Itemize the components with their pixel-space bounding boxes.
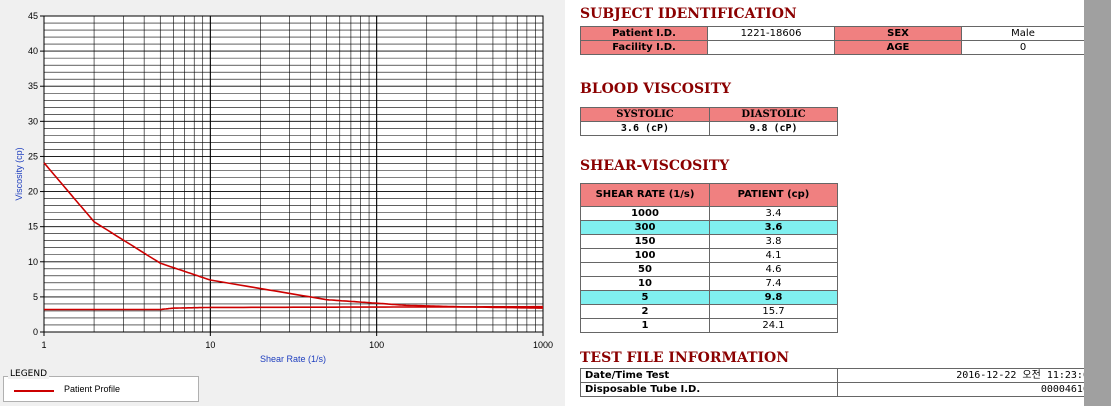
patient-value-cell: 9.8 [709,290,838,305]
vertical-scrollbar[interactable] [1084,0,1111,406]
patient-value-cell: 4.6 [709,262,838,277]
tube-id-value: 000046104 [837,382,1100,397]
sex-label: SEX [834,26,962,41]
blood-viscosity-table: SYSTOLIC DIASTOLIC 3.6 (cP) 9.8 (cP) [580,107,838,136]
age-label: AGE [834,40,962,55]
shear-viscosity-title: SHEAR-VISCOSITY [580,158,730,174]
baseline-line [44,305,543,311]
legend: LEGEND Patient Profile [3,369,199,402]
patient-cp-header: PATIENT (cp) [709,183,838,207]
diastolic-label: DIASTOLIC [709,107,838,122]
shear-rate-cell: 300 [580,220,710,235]
shear-row: 2 15.7 [580,304,838,319]
shear-rate-cell: 150 [580,234,710,249]
shear-rate-cell: 5 [580,290,710,305]
x-tick-label: 10 [205,340,215,350]
shear-rate-cell: 1 [580,318,710,333]
age-value: 0 [961,40,1085,55]
patient-value-cell: 15.7 [709,304,838,319]
shear-row: 1000 3.4 [580,206,838,221]
patient-value-cell: 7.4 [709,276,838,291]
patient-value-cell: 3.8 [709,234,838,249]
x-tick-label: 1000 [533,340,553,350]
legend-line-swatch [14,390,54,392]
y-tick-label: 15 [28,222,38,232]
y-tick-label: 45 [28,11,38,21]
shear-rate-cell: 1000 [580,206,710,221]
datetime-value: 2016-12-22 오전 11:23:00 [837,368,1100,383]
shear-viscosity-table: SHEAR RATE (1/s) PATIENT (cp) 1000 3.4 300… [580,183,838,333]
y-tick-label: 5 [33,292,38,302]
viscosity-chart: 0 5 10 15 20 25 30 35 40 45 1 10 100 1000 Shear Rate … [14,11,553,364]
patient-id-value: 1221-18606 [707,26,835,41]
shear-row: 100 4.1 [580,248,838,263]
plot-area [43,15,544,333]
report-panel: SUBJECT IDENTIFICATION Patient I.D. 1221… [566,0,1100,406]
patient-value-cell: 4.1 [709,248,838,263]
chart-grid [43,15,544,333]
sex-value: Male [961,26,1085,41]
patient-value-cell: 24.1 [709,318,838,333]
chart-series [43,162,543,311]
shear-rate-cell: 50 [580,262,710,277]
y-axis-label: Viscosity (cp) [14,147,24,200]
test-file-title: TEST FILE INFORMATION [580,350,790,366]
shear-rate-header: SHEAR RATE (1/s) [580,183,710,207]
subject-table: Patient I.D. 1221-18606 SEX Male Facilit… [580,26,1085,55]
y-tick-label: 20 [28,187,38,197]
shear-row: 50 4.6 [580,262,838,277]
y-tick-label: 35 [28,81,38,91]
shear-row: 10 7.4 [580,276,838,291]
shear-rate-cell: 10 [580,276,710,291]
datetime-label: Date/Time Test [580,368,838,383]
shear-row: 300 3.6 [580,220,838,235]
shear-rate-cell: 2 [580,304,710,319]
blood-viscosity-title: BLOOD VISCOSITY [580,81,732,97]
facility-id-label: Facility I.D. [580,40,708,55]
chart-ticks: 0 5 10 15 20 25 30 35 40 45 1 10 100 1000 [28,11,553,350]
patient-id-label: Patient I.D. [580,26,708,41]
legend-title: LEGEND [8,369,50,379]
y-tick-label: 40 [28,46,38,56]
x-tick-label: 100 [369,340,384,350]
shear-rate-cell: 100 [580,248,710,263]
legend-series-label: Patient Profile [64,384,121,394]
facility-id-value [707,40,835,55]
x-axis-label: Shear Rate (1/s) [260,354,326,364]
systolic-value: 3.6 (cP) [580,121,710,136]
shear-row: 5 9.8 [580,290,838,305]
test-file-table: Date/Time Test 2016-12-22 오전 11:23:00 Di… [580,368,1100,397]
y-tick-label: 30 [28,116,38,126]
patient-value-cell: 3.6 [709,220,838,235]
chart-panel: 0 5 10 15 20 25 30 35 40 45 1 10 100 1000 Shear Rate … [0,0,565,406]
subject-title: SUBJECT IDENTIFICATION [580,6,797,22]
tube-id-label: Disposable Tube I.D. [580,382,838,397]
patient-value-cell: 3.4 [709,206,838,221]
y-tick-label: 25 [28,151,38,161]
shear-row: 1 24.1 [580,318,838,333]
y-tick-label: 0 [33,327,38,337]
x-tick-label: 1 [41,340,46,350]
y-tick-label: 10 [28,257,38,267]
shear-row: 150 3.8 [580,234,838,249]
diastolic-value: 9.8 (cP) [709,121,838,136]
systolic-label: SYSTOLIC [580,107,710,122]
